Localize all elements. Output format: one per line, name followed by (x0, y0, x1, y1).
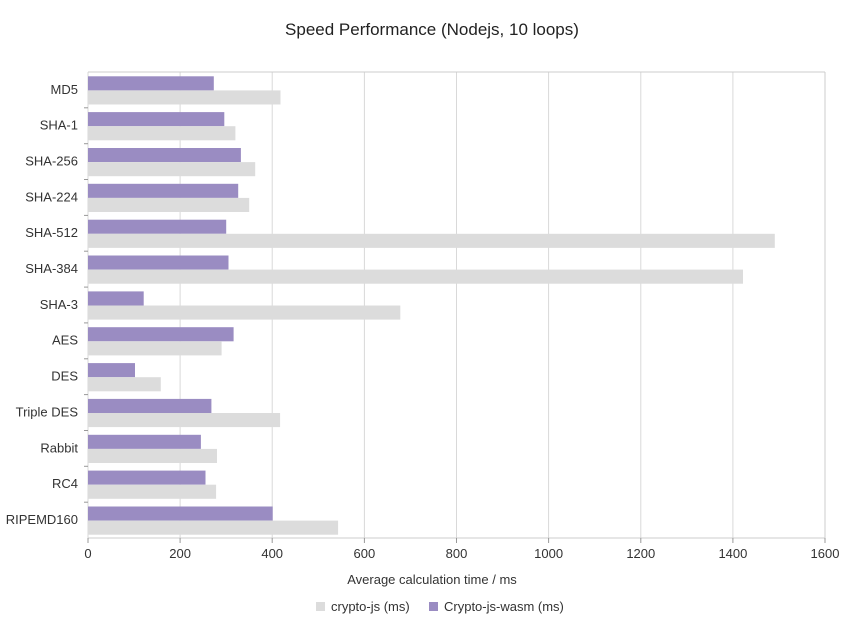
svg-text:DES: DES (51, 369, 78, 384)
svg-text:SHA-512: SHA-512 (25, 225, 78, 240)
svg-text:800: 800 (446, 546, 468, 561)
svg-text:1600: 1600 (811, 546, 840, 561)
svg-text:MD5: MD5 (51, 82, 78, 97)
svg-text:SHA-384: SHA-384 (25, 261, 78, 276)
svg-text:600: 600 (354, 546, 376, 561)
svg-text:RIPEMD160: RIPEMD160 (6, 512, 78, 527)
svg-text:200: 200 (169, 546, 191, 561)
svg-text:SHA-3: SHA-3 (40, 297, 78, 312)
svg-text:Triple DES: Triple DES (16, 404, 79, 419)
svg-text:400: 400 (261, 546, 283, 561)
svg-text:0: 0 (84, 546, 91, 561)
svg-text:SHA-1: SHA-1 (40, 118, 78, 133)
svg-text:RC4: RC4 (52, 476, 78, 491)
svg-text:Rabbit: Rabbit (40, 440, 78, 455)
svg-text:AES: AES (52, 333, 78, 348)
svg-text:1200: 1200 (626, 546, 655, 561)
svg-text:1400: 1400 (718, 546, 747, 561)
svg-text:SHA-224: SHA-224 (25, 189, 78, 204)
svg-text:1000: 1000 (534, 546, 563, 561)
svg-text:SHA-256: SHA-256 (25, 154, 78, 169)
